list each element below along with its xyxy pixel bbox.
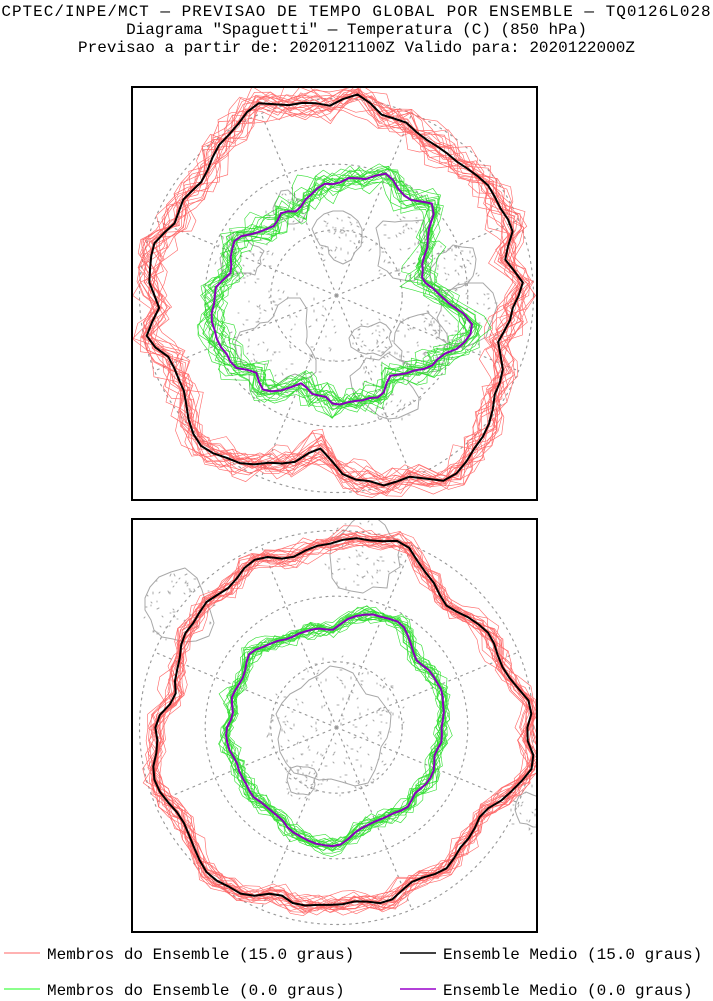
svg-text:Ensemble Medio (15.0 graus): Ensemble Medio (15.0 graus) bbox=[443, 946, 702, 964]
svg-text:Membros do Ensemble (15.0 grau: Membros do Ensemble (15.0 graus) bbox=[47, 946, 354, 964]
svg-text:Ensemble Medio (0.0 graus): Ensemble Medio (0.0 graus) bbox=[443, 982, 693, 1000]
svg-text:Membros do Ensemble (0.0 graus: Membros do Ensemble (0.0 graus) bbox=[47, 982, 345, 1000]
